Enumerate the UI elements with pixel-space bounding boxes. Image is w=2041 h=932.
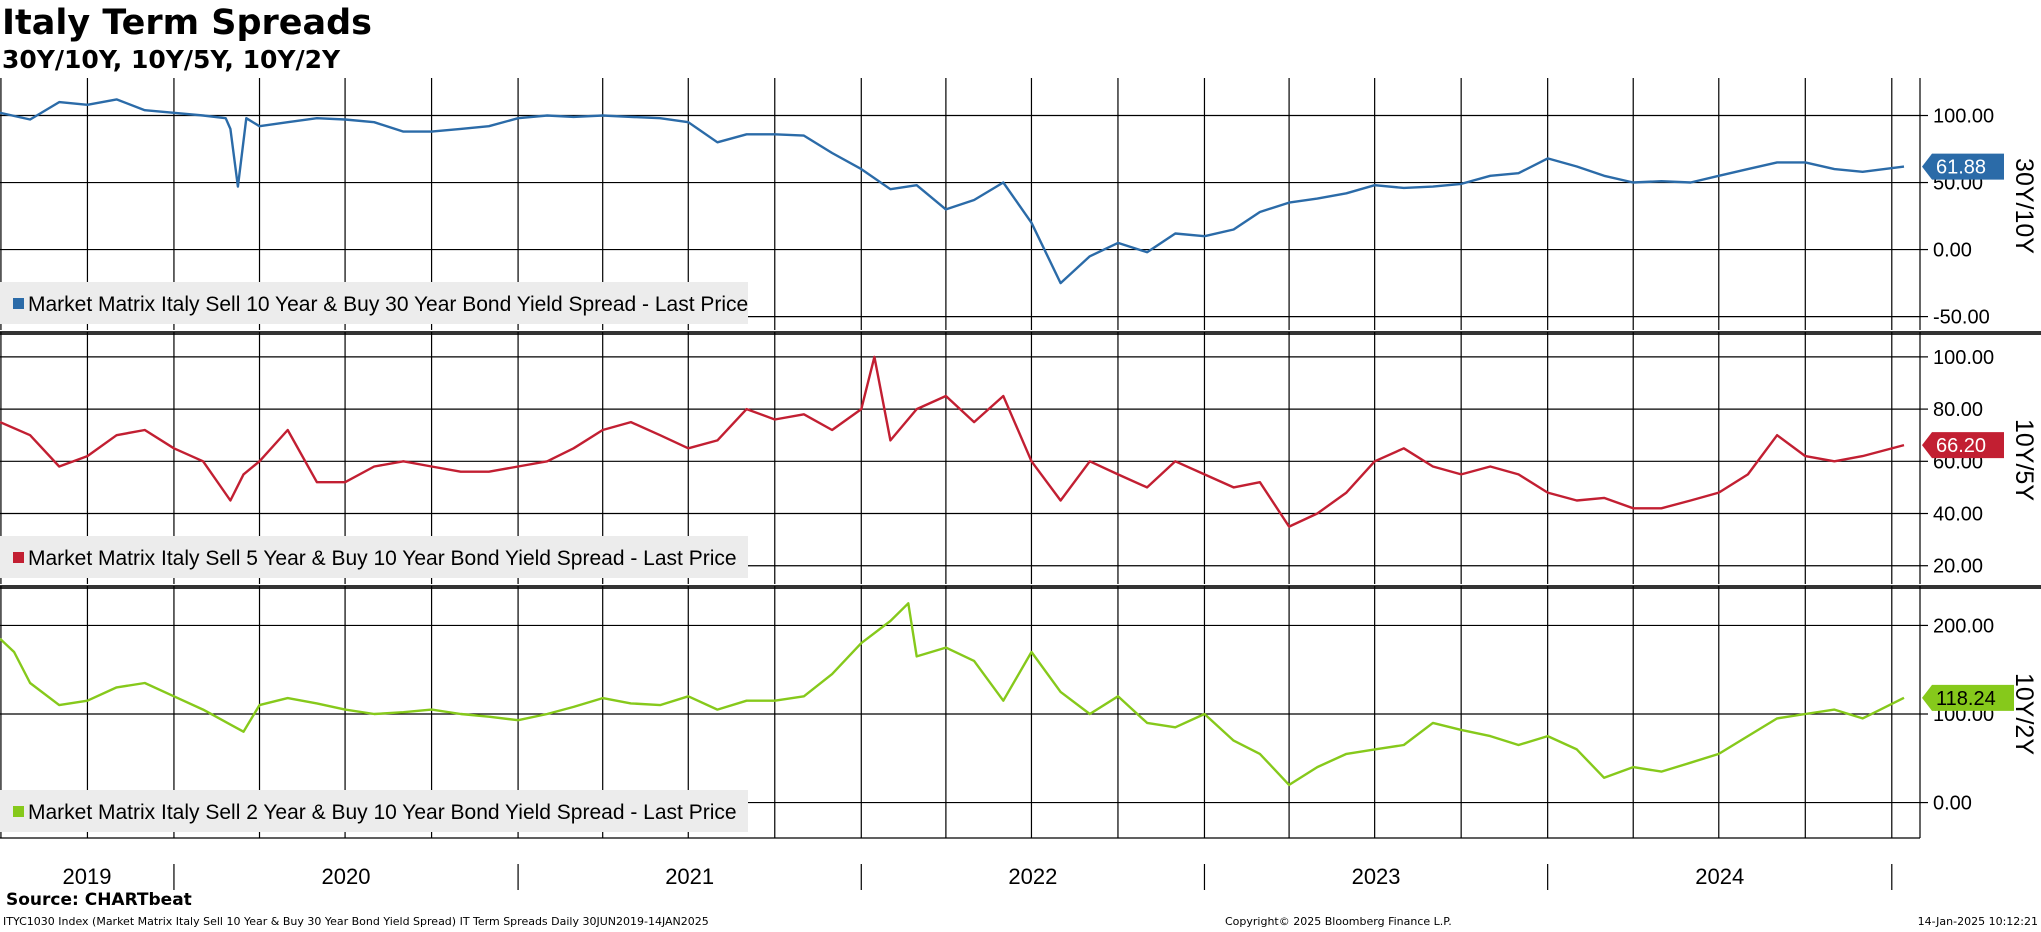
legend-swatch xyxy=(13,552,24,563)
series-line xyxy=(0,602,1905,787)
y-tick-label: 20.00 xyxy=(1933,556,1983,578)
legend-label: Market Matrix Italy Sell 5 Year & Buy 10… xyxy=(28,547,737,570)
legend-box xyxy=(0,282,748,324)
last-value-tag xyxy=(1922,432,2004,459)
y-tick-label: -50.00 xyxy=(1933,307,1990,329)
axis-label: 10Y/5Y xyxy=(2010,419,2038,501)
legend-swatch xyxy=(13,298,24,309)
legend-label: Market Matrix Italy Sell 10 Year & Buy 3… xyxy=(28,293,748,316)
last-value-label: 61.88 xyxy=(1936,157,1986,179)
y-tick-label: 0.00 xyxy=(1933,793,1972,815)
y-tick-label: 100.00 xyxy=(1933,347,1994,369)
x-tick-label: 2021 xyxy=(665,864,714,889)
x-tick-label: 2024 xyxy=(1695,864,1744,889)
legend-box xyxy=(0,790,748,832)
footer-index-description: ITYC1030 Index (Market Matrix Italy Sell… xyxy=(3,915,709,928)
x-tick-label: 2019 xyxy=(62,864,111,889)
footer-timestamp: 14-Jan-2025 10:12:21 xyxy=(1917,915,2038,928)
chart-subtitle: 30Y/10Y, 10Y/5Y, 10Y/2Y xyxy=(2,45,341,74)
y-tick-label: 40.00 xyxy=(1933,504,1983,526)
last-value-tag xyxy=(1922,153,2004,180)
axis-label: 10Y/2Y xyxy=(2010,673,2038,755)
y-tick-label: 100.00 xyxy=(1933,106,1994,128)
source-note: Source: CHARTbeat xyxy=(6,890,192,910)
x-tick-label: 2020 xyxy=(322,864,371,889)
y-tick-label: 80.00 xyxy=(1933,399,1983,421)
footer-copyright: Copyright© 2025 Bloomberg Finance L.P. xyxy=(1225,915,1452,928)
x-tick-label: 2022 xyxy=(1008,864,1057,889)
series-line xyxy=(0,355,1905,528)
last-value-tag xyxy=(1922,684,2014,711)
legend-swatch xyxy=(13,806,24,817)
series-line xyxy=(0,98,1905,285)
last-value-label: 118.24 xyxy=(1936,688,1996,710)
legend-box xyxy=(0,536,748,578)
chart-title: Italy Term Spreads xyxy=(2,3,373,43)
legend-label: Market Matrix Italy Sell 2 Year & Buy 10… xyxy=(28,801,737,824)
y-tick-label: 0.00 xyxy=(1933,240,1972,262)
axis-label: 30Y/10Y xyxy=(2010,158,2038,254)
last-value-label: 66.20 xyxy=(1936,435,1986,457)
x-tick-label: 2023 xyxy=(1352,864,1401,889)
y-tick-label: 200.00 xyxy=(1933,615,1994,637)
